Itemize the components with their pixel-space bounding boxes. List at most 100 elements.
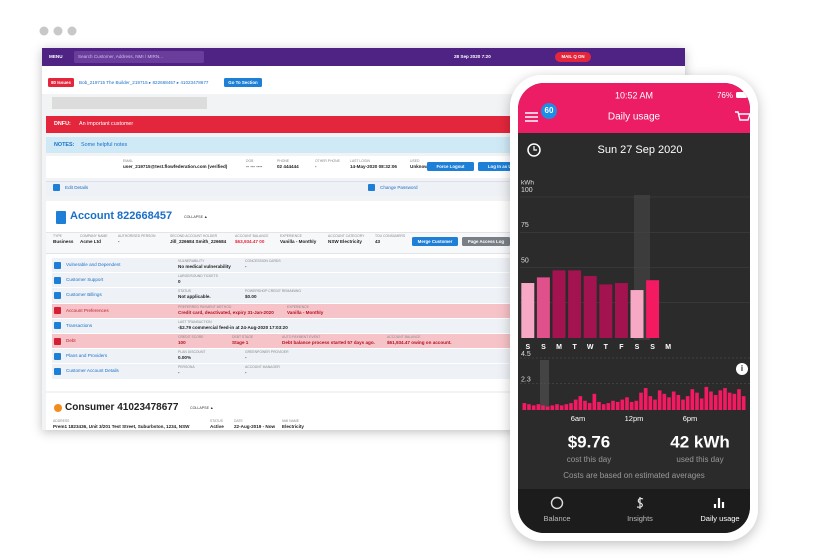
mail-pill — [555, 52, 591, 62]
section-field-value: No medical vulnerability — [178, 264, 231, 269]
hourly-bar — [545, 406, 550, 410]
menu-icon — [525, 112, 538, 122]
x-tick-label: 12pm — [625, 414, 644, 423]
consumer-icon — [54, 404, 62, 412]
section-field-value: - — [178, 370, 180, 376]
hourly-bar — [662, 393, 667, 410]
balance-icon[interactable] — [550, 496, 564, 510]
section-icon — [54, 261, 61, 269]
hourly-bar — [625, 397, 629, 410]
force-logout-bg[interactable] — [427, 162, 474, 171]
section-field-value: - — [245, 264, 247, 269]
insights-icon[interactable] — [636, 497, 644, 509]
section-field-label: GREENPOWER PROVIDER — [245, 350, 289, 355]
section-field-value: 0 — [178, 279, 181, 285]
hourly-bar — [718, 390, 723, 410]
merge-customer[interactable]: Merge Customer — [417, 238, 453, 244]
consumer-collapse[interactable]: COLLAPSE ▲ — [190, 406, 214, 410]
section-name[interactable]: Customer Support — [66, 277, 104, 283]
force-logout[interactable]: Force Logout — [436, 163, 465, 169]
menu[interactable]: MENU — [49, 54, 63, 59]
account-collapse[interactable]: COLLAPSE ▲ — [184, 215, 208, 219]
nav-tab[interactable]: Daily usage — [700, 514, 739, 523]
y-tick-label: 50 — [521, 257, 529, 264]
day-label: S — [525, 344, 530, 351]
day-label: S — [650, 344, 655, 351]
section-field-value: Stage 1 — [232, 340, 249, 345]
page-access-log-bg[interactable] — [462, 237, 510, 246]
section-field-label: PERSONA — [178, 365, 195, 370]
password-icon — [368, 184, 375, 191]
x-tick-label: 6am — [571, 414, 586, 423]
section-field-label: LAST TRANSACTION — [178, 319, 212, 324]
alert-label: DNFU: — [54, 121, 71, 127]
log-in-as-user[interactable]: Log In as User — [487, 163, 519, 169]
account-field-label: COMPANY NAME — [80, 234, 108, 238]
name-bar — [52, 97, 207, 109]
clock-icon — [527, 143, 541, 157]
hourly-bar — [639, 392, 643, 410]
section-field-label: ACCOUNT MANAGER — [245, 365, 280, 370]
status-time: 10:52 AM — [615, 90, 653, 100]
section-name[interactable]: Customer Account Details — [66, 368, 119, 374]
nav-tab[interactable]: Insights — [627, 514, 653, 523]
consumer-field-label: DATE — [234, 419, 243, 423]
section-field-label: VULNERABILITY — [178, 259, 205, 263]
section-name[interactable]: Account Preferences — [66, 307, 109, 313]
nav-tab[interactable]: Balance — [543, 514, 570, 523]
hatched-column — [540, 360, 549, 410]
merge-customer-bg[interactable] — [412, 237, 458, 246]
account-field-label: ACCOUNT CATEGORY — [328, 234, 365, 238]
notes-text: Some helpful notes — [81, 142, 128, 148]
section-name[interactable]: Transactions — [66, 322, 93, 328]
section-field-value: 100 — [178, 340, 186, 345]
search-input[interactable]: Search Customer, Address, NMI / MIRN... — [78, 54, 164, 59]
hourly-bar — [592, 393, 597, 410]
section-field-label: PREFERRED PAYMENT METHOD — [178, 304, 232, 309]
y-tick-label: 75 — [521, 222, 529, 229]
x-tick-label: 6pm — [683, 414, 698, 423]
section-name[interactable]: Vulnerable and Dependent — [66, 262, 121, 267]
account-field-label: ACCOUNT BALANCE — [235, 234, 269, 238]
change-password[interactable]: Change Password — [380, 185, 418, 190]
hourly-bar — [643, 388, 648, 410]
hourly-bar — [601, 404, 606, 410]
contact-field-value: user_219715@test.flowfederation.com (ver… — [123, 164, 228, 169]
hourly-bar — [527, 404, 531, 410]
usage-label: used this day — [676, 455, 723, 464]
breadcrumb-path[interactable]: Bob_219715 The Builder_219715 ▸ 82266845… — [79, 79, 209, 85]
go-to-section-bg[interactable] — [224, 78, 262, 87]
hourly-bar — [634, 400, 639, 410]
mail-status[interactable]: MAIL Q ON — [561, 54, 585, 59]
hourly-bar — [578, 396, 583, 410]
issues[interactable]: 80 Issues — [51, 79, 71, 85]
hourly-bar — [522, 403, 527, 410]
y-tick-label: 100 — [521, 187, 533, 194]
daily-usage-icon[interactable] — [713, 498, 725, 508]
hourly-bar — [564, 404, 569, 410]
go-to-section[interactable]: Go To Section — [228, 79, 258, 85]
hourly-bar — [587, 403, 592, 410]
account-field-value: Business — [53, 239, 74, 244]
contact-field-value: 14-May-2020 08:32:06 — [350, 164, 397, 169]
daily-bar — [583, 275, 597, 338]
log-in-as-user-bg[interactable] — [478, 162, 528, 171]
day-label: F — [619, 344, 624, 351]
edit-details[interactable]: Edit Details — [65, 185, 89, 190]
section-name[interactable]: Plans and Providers — [66, 353, 108, 359]
section-field-label: ACCOUNT BALANCE — [387, 335, 421, 339]
hourly-bar — [727, 392, 732, 410]
day-label: T — [572, 344, 577, 351]
page-access-log[interactable]: Page Access Log — [467, 238, 505, 244]
account-field-label: SECOND ACCOUNT HOLDER — [170, 234, 218, 238]
consumer-field-value: Electricity — [282, 424, 304, 429]
consumer-title: Consumer 41023478677 — [65, 402, 179, 413]
section-name[interactable]: Debt — [66, 338, 76, 343]
section-field-label: CONCESSION CARDS — [245, 259, 281, 263]
hourly-bar — [615, 401, 620, 410]
hourly-bar — [536, 404, 541, 410]
section-name[interactable]: Customer Billings — [66, 292, 102, 298]
section-field-label: STATUS — [178, 289, 191, 294]
